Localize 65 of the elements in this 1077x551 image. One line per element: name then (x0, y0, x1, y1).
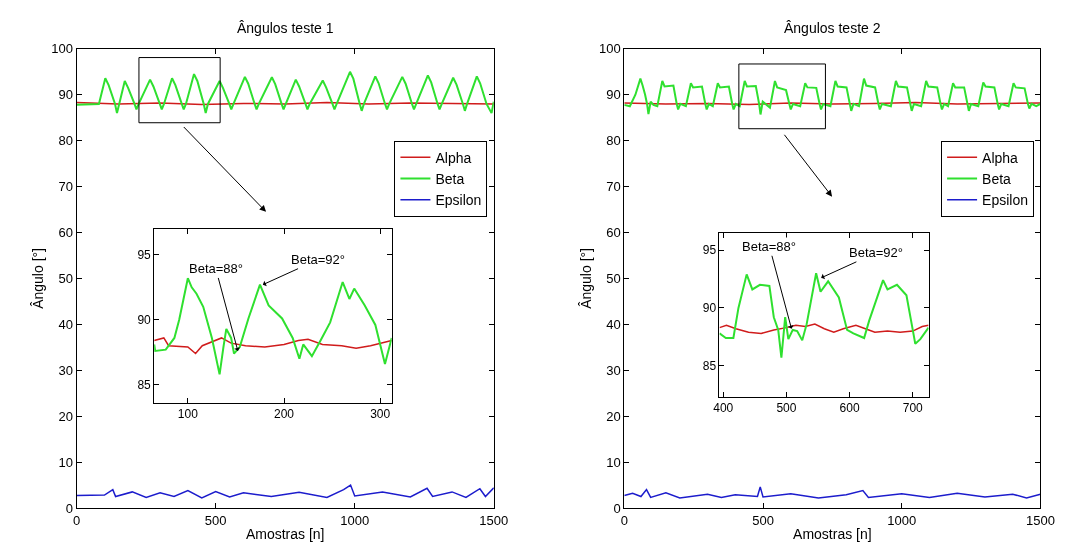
y-tick-label: 10 (58, 454, 74, 470)
x-tick-label: 1000 (340, 512, 370, 528)
legend-label: Beta (982, 170, 1012, 187)
y-tick-label: 100 (51, 41, 74, 57)
y-tick-label: 95 (702, 243, 717, 258)
annotation: Beta=92° (291, 252, 345, 267)
y-tick-label: 30 (606, 362, 621, 378)
x-tick-label: 500 (752, 512, 774, 528)
y-tick-label: 0 (65, 500, 74, 516)
line-series (76, 484, 494, 499)
x-axis-title: Amostras [n] (245, 525, 325, 542)
x-tick-label: 600 (839, 401, 860, 416)
y-tick-label: 70 (58, 179, 74, 195)
x-tick-label: 100 (177, 407, 199, 422)
line-series (624, 77, 1041, 116)
x-axis-title: Amostras [n] (793, 525, 872, 542)
y-tick-label: 60 (606, 225, 621, 241)
y-tick-label: 10 (606, 454, 621, 470)
y-tick-label: 80 (58, 133, 74, 149)
y-tick-label: 90 (702, 301, 717, 316)
line-series (624, 486, 1041, 499)
annotation: Beta=92° (849, 245, 903, 260)
y-tick-label: 20 (606, 408, 621, 424)
y-tick-label: 90 (606, 87, 621, 103)
y-tick-label: 50 (606, 270, 621, 286)
line-series (154, 277, 392, 376)
x-tick-label: 300 (370, 407, 391, 422)
y-tick-label: 70 (606, 179, 621, 195)
y-tick-label: 80 (606, 133, 621, 149)
y-tick-label: 50 (58, 270, 74, 286)
legend-label: Epsilon (982, 192, 1029, 209)
y-tick-label: 85 (137, 377, 152, 392)
chart-title: Ângulos teste 2 (784, 20, 881, 36)
x-tick-label: 1500 (1025, 512, 1055, 528)
annotation: Beta=88° (742, 239, 796, 254)
x-tick-label: 700 (902, 401, 924, 416)
y-tick-label: 90 (137, 312, 152, 327)
y-axis-title: Ângulo [°] (29, 247, 46, 309)
x-tick-label: 500 (776, 401, 797, 416)
x-tick-label: 1000 (887, 512, 917, 528)
annotation: Beta=88° (189, 261, 243, 276)
legend-label: Epsilon (435, 192, 482, 209)
x-tick-label: 500 (204, 512, 227, 528)
y-tick-label: 20 (58, 408, 74, 424)
y-tick-label: 100 (599, 41, 621, 57)
y-axis-title: Ângulo [°] (577, 247, 594, 309)
line-series (719, 272, 929, 359)
y-tick-label: 95 (137, 247, 152, 262)
legend-label: Alpha (435, 149, 472, 166)
y-tick-label: 40 (606, 316, 621, 332)
y-tick-label: 90 (58, 87, 74, 103)
line-series (719, 323, 929, 335)
legend-label: Alpha (982, 149, 1019, 166)
line-series (154, 337, 392, 355)
y-tick-label: 40 (58, 316, 74, 332)
line-series (76, 70, 494, 115)
y-tick-label: 30 (58, 362, 74, 378)
chart-title: Ângulos teste 1 (237, 20, 334, 36)
x-tick-label: 1500 (479, 512, 509, 528)
x-tick-label: 200 (273, 407, 295, 422)
x-tick-label: 400 (713, 401, 734, 416)
legend-label: Beta (435, 170, 465, 187)
y-tick-label: 85 (702, 359, 717, 374)
y-tick-label: 0 (613, 500, 621, 516)
y-tick-label: 60 (58, 225, 74, 241)
